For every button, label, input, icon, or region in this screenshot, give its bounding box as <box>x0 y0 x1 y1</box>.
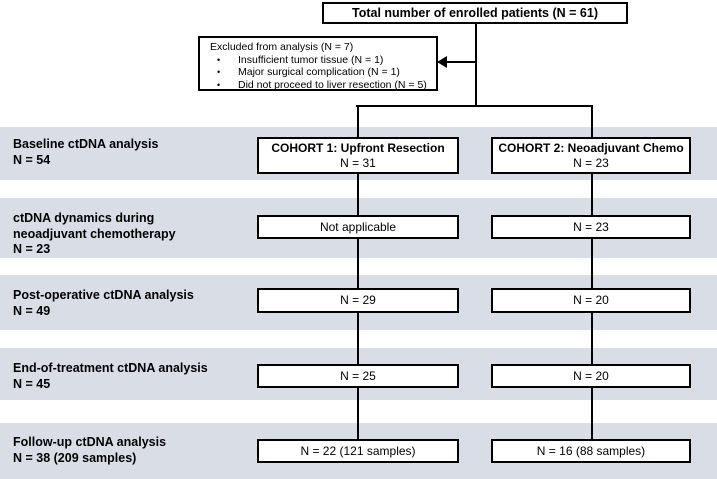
row-label-line: Baseline ctDNA analysis <box>13 137 159 151</box>
excluded-item-text: Did not proceed to liver resection (N = … <box>238 78 427 91</box>
row-label-line: End-of-treatment ctDNA analysis <box>13 361 208 375</box>
excluded-item-text: Major surgical complication (N = 1) <box>238 66 400 78</box>
row-label-line: N = 38 (209 samples) <box>13 450 137 465</box>
box-value: N = 25 <box>340 368 376 383</box>
excluded-item: • Did not proceed to liver resection (N … <box>210 79 432 92</box>
excluded-arrow-line <box>445 61 476 63</box>
branch-line <box>356 105 593 107</box>
cohort2-dynamics-box: N = 23 <box>491 215 691 239</box>
cohort2-connector-line <box>591 105 593 439</box>
bullet-icon: • <box>217 54 221 65</box>
enrolled-patients-text: Total number of enrolled patients (N = 6… <box>352 5 598 20</box>
row-label-dynamics: ctDNA dynamics during neoadjuvant chemot… <box>13 211 176 258</box>
cohort1-followup-box: N = 22 (121 samples) <box>257 439 459 463</box>
row-label-line: N = 23 <box>13 242 51 256</box>
arrow-left-icon <box>437 56 447 68</box>
cohort1-eot-box: N = 25 <box>257 364 459 388</box>
cohort2-eot-box: N = 20 <box>491 364 691 388</box>
excluded-item: • Major surgical complication (N = 1) <box>210 66 432 79</box>
cohort2-header-box: COHORT 2: Neoadjuvant Chemo N = 23 <box>491 137 691 174</box>
box-value: N = 22 (121 samples) <box>300 443 416 458</box>
row-label-line: N = 45 <box>13 376 51 391</box>
excluded-title: Excluded from analysis (N = 7) <box>210 41 354 53</box>
cohort2-n: N = 23 <box>573 155 609 170</box>
cohort1-dynamics-box: Not applicable <box>257 215 459 239</box>
enrolled-patients-box: Total number of enrolled patients (N = 6… <box>322 2 628 24</box>
box-value: N = 29 <box>340 293 376 307</box>
row-label-line: N = 49 <box>13 303 51 318</box>
excluded-box: Excluded from analysis (N = 7) • Insuffi… <box>198 36 438 91</box>
row-label-line: neoadjuvant chemotherapy <box>13 226 176 241</box>
row-label-line: N = 54 <box>13 152 51 167</box>
row-label-line: Post-operative ctDNA analysis <box>13 288 194 302</box>
cohort2-postop-box: N = 20 <box>491 288 691 313</box>
row-label-followup: Follow-up ctDNA analysis N = 38 (209 sam… <box>13 435 166 466</box>
box-value: N = 20 <box>573 293 609 307</box>
bullet-icon: • <box>217 67 221 77</box>
row-label-postop: Post-operative ctDNA analysis N = 49 <box>13 288 194 319</box>
excluded-item: • Insufficient tumor tissue (N = 1) <box>210 54 432 67</box>
cohort1-header-box: COHORT 1: Upfront Resection N = 31 <box>257 137 459 174</box>
row-label-eot: End-of-treatment ctDNA analysis N = 45 <box>13 361 208 392</box>
row-label-baseline: Baseline ctDNA analysis N = 54 <box>13 137 158 168</box>
row-label-line: ctDNA dynamics during <box>13 211 155 225</box>
excluded-item-text: Insufficient tumor tissue (N = 1) <box>238 53 384 66</box>
cohort1-n: N = 31 <box>340 155 376 170</box>
cohort2-title: COHORT 2: Neoadjuvant Chemo <box>498 140 684 155</box>
box-value: Not applicable <box>319 219 397 234</box>
row-label-line: Follow-up ctDNA analysis <box>13 435 167 449</box>
box-value: N = 20 <box>573 368 609 383</box>
cohort1-postop-box: N = 29 <box>257 288 459 313</box>
box-value: N = 23 <box>573 219 609 234</box>
cohort1-connector-line <box>357 105 359 439</box>
cohort1-title: COHORT 1: Upfront Resection <box>271 140 445 155</box>
bullet-icon: • <box>217 79 221 90</box>
box-value: N = 16 (88 samples) <box>536 443 646 458</box>
trunk-line <box>475 22 477 106</box>
cohort2-followup-box: N = 16 (88 samples) <box>491 439 691 463</box>
